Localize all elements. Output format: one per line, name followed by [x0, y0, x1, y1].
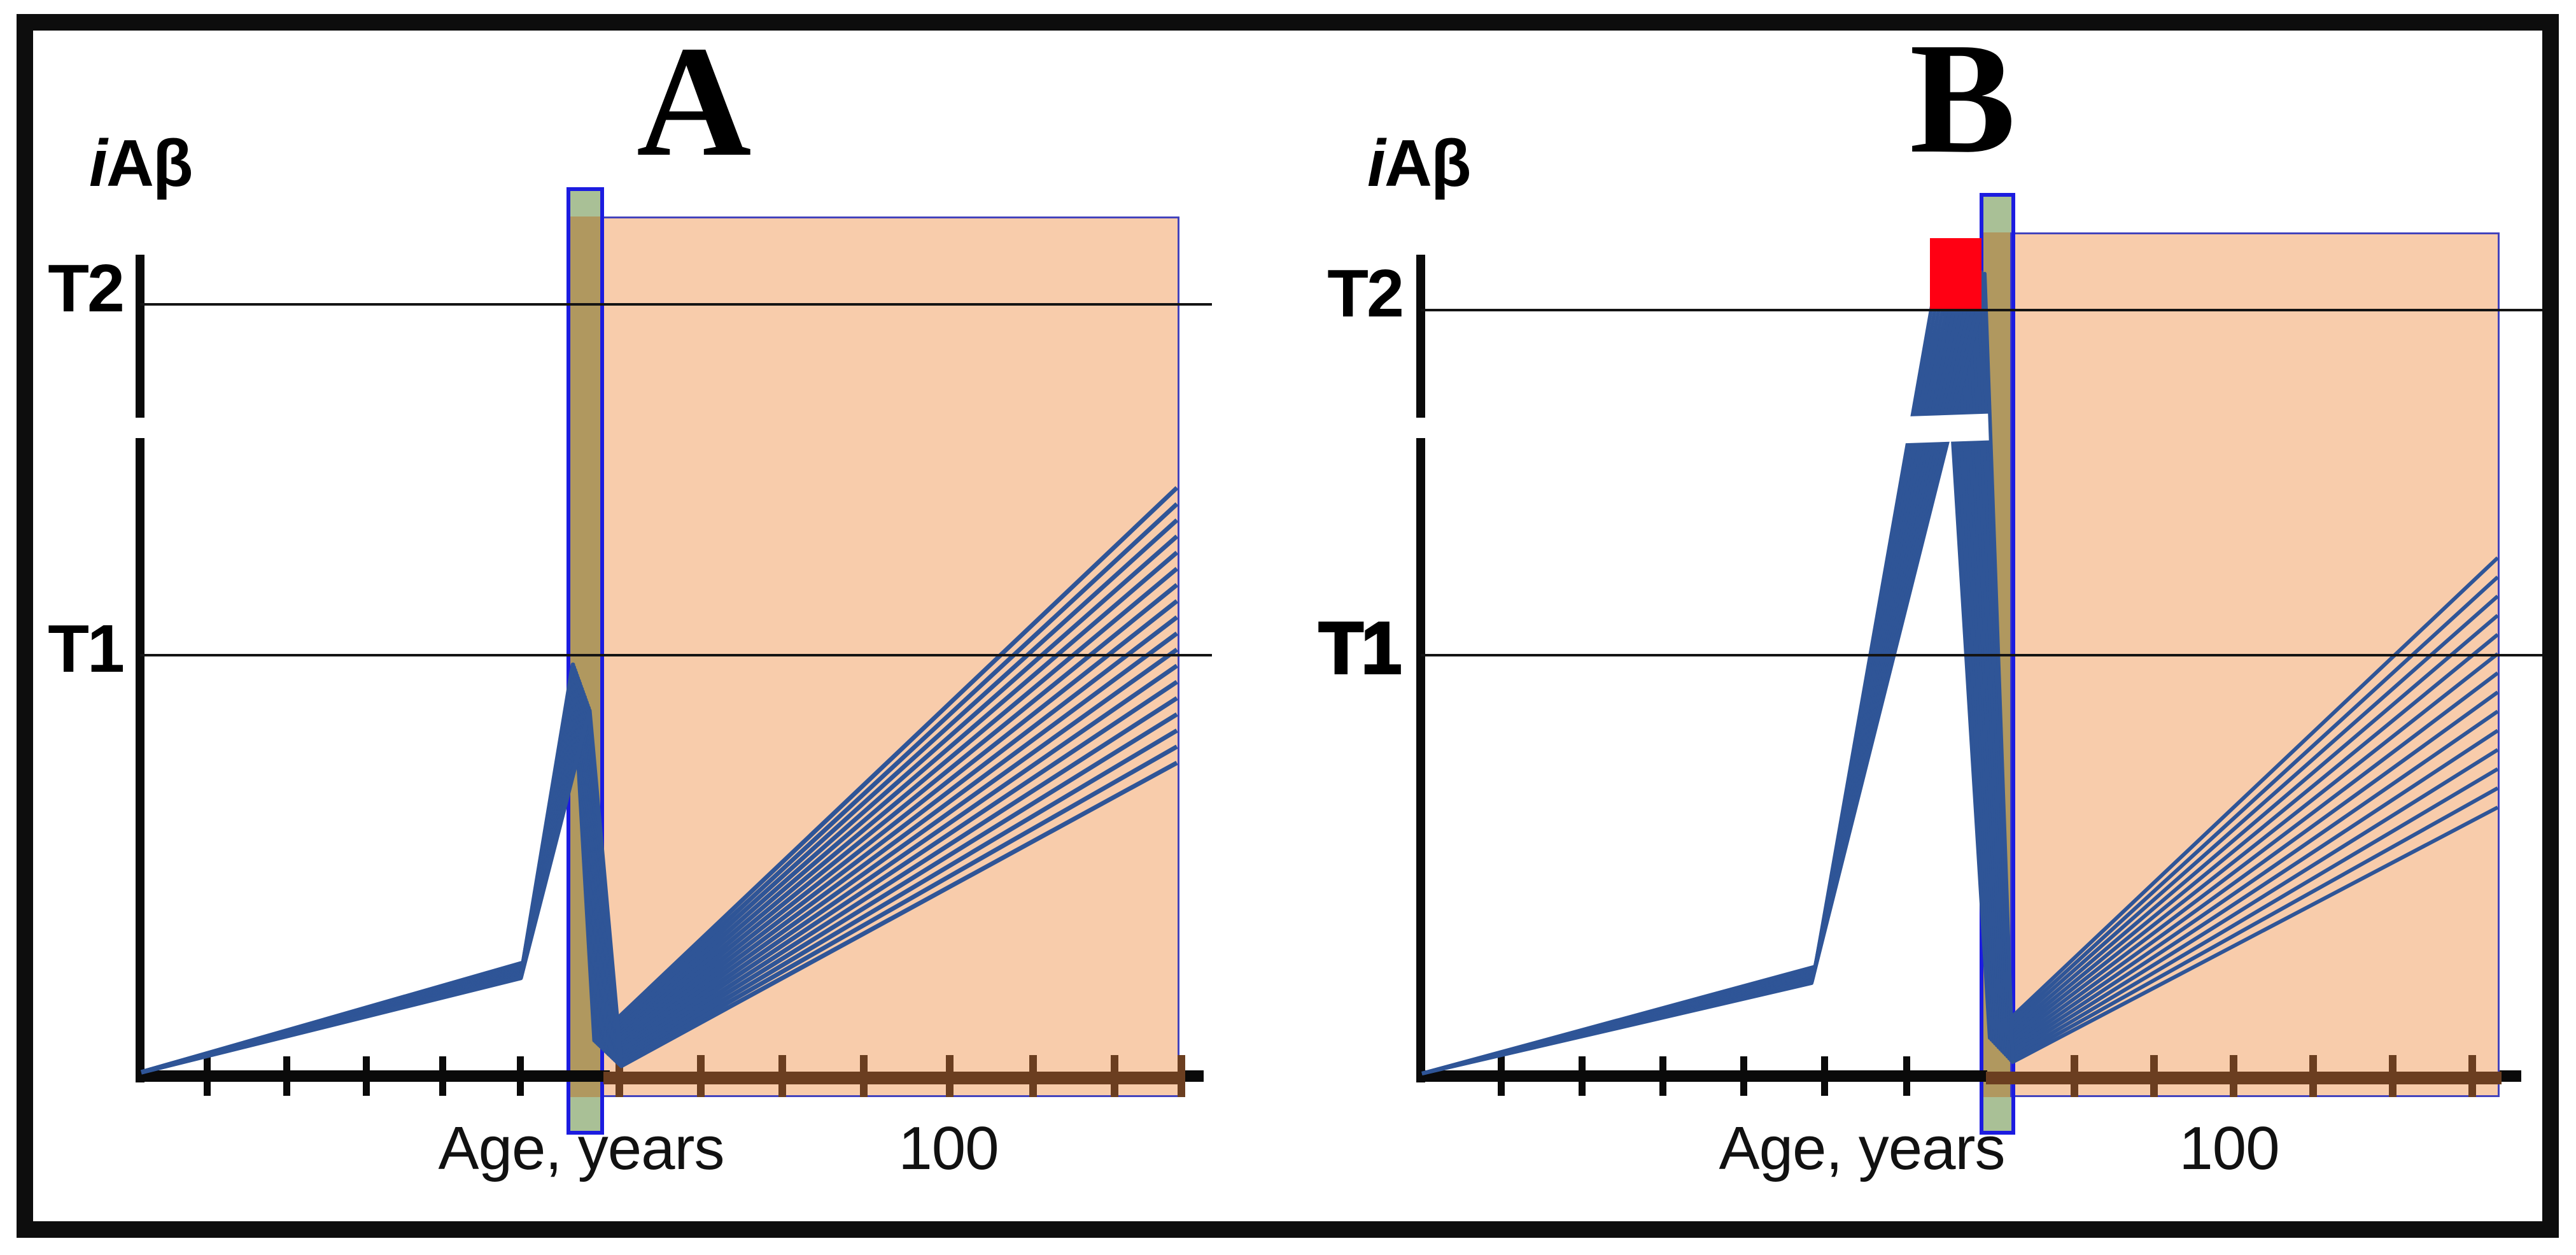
- panel-a-x-axis: [136, 1070, 610, 1082]
- x-axis-tick-b: [2389, 1055, 2397, 1097]
- x-axis-tick-b: [1821, 1056, 1828, 1096]
- trajectory-line-a-17: [141, 708, 1178, 1075]
- x-axis-tick-a: [1111, 1055, 1118, 1097]
- x-axis-tick-a: [204, 1056, 211, 1096]
- panel-a-treatment-period-shade: [576, 216, 1179, 1097]
- panel-b-x-axis-treated-segment: [1986, 1072, 2502, 1084]
- x-axis-tick-a: [1178, 1055, 1185, 1097]
- x-axis-tick-a: [439, 1056, 446, 1096]
- panel-a-x-axis-label: Age, years: [438, 1114, 725, 1182]
- panel-b-threshold-t2-label: T2: [1327, 256, 1404, 331]
- x-axis-tick-b: [1498, 1056, 1505, 1096]
- x-axis-tick-b: [1740, 1056, 1747, 1096]
- x-axis-tick-b: [1579, 1056, 1586, 1096]
- x-axis-tick-b: [2150, 1055, 2158, 1097]
- panel-a-threshold-t2-label: T2: [48, 251, 125, 326]
- panel-b-y-axis-upper-segment: [1416, 255, 1425, 418]
- panel-b-x-tick-100-label: 100: [2179, 1114, 2279, 1182]
- trajectory-line-a-3: [141, 534, 1179, 1075]
- x-axis-tick-b: [2230, 1055, 2237, 1097]
- panel-b-intervention-bar-top-cap: [1983, 195, 2011, 232]
- x-axis-tick-a: [778, 1055, 786, 1097]
- panel-a-intervention-bar-top-cap: [570, 190, 600, 216]
- panel-b-treatment-period-shade: [1988, 232, 2500, 1097]
- panel-a-y-axis-upper-segment: [136, 255, 144, 418]
- panel-b-title: B: [1910, 10, 2016, 187]
- x-axis-tick-a: [697, 1055, 705, 1097]
- x-axis-tick-b: [1659, 1056, 1666, 1096]
- x-axis-tick-b: [2071, 1055, 2078, 1097]
- panel-b-y-label-italic-i: i: [1367, 127, 1386, 201]
- panel-b-x-axis-label: Age, years: [1719, 1114, 2006, 1182]
- panel-a-intervention-bar-bottom-tail: [570, 1097, 600, 1131]
- panel-b-x-axis-right-stub: [2500, 1070, 2521, 1082]
- panel-a-x-axis-treated-segment: [603, 1072, 1181, 1084]
- panel-a-x-axis-right-stub: [1179, 1070, 1204, 1082]
- panel-b-intervention-bar-bottom-tail: [1983, 1097, 2011, 1131]
- panel-a-y-label-abeta: Aβ: [106, 127, 194, 201]
- panel-b-threshold-t1-label: T1: [1318, 608, 1403, 689]
- panel-a-y-label-italic-i: i: [89, 127, 108, 201]
- panel-a-threshold-t1-label: T1: [48, 611, 125, 686]
- panel-b-t2-line: [1421, 309, 2551, 311]
- panel-a-y-axis-lower-segment: [136, 438, 144, 1082]
- x-axis-tick-a: [363, 1056, 370, 1096]
- panel-a-intervention-bar-outline: [567, 187, 604, 1135]
- x-axis-tick-a: [517, 1056, 524, 1096]
- x-axis-tick-a: [860, 1055, 868, 1097]
- x-axis-tick-a: [1029, 1055, 1037, 1097]
- panel-a-title: A: [637, 13, 752, 190]
- panel-a-x-tick-100-label: 100: [898, 1114, 999, 1182]
- panel-a-y-axis-unit-label: iAβ: [89, 131, 193, 197]
- panel-b-axis-break-band: [1900, 413, 1989, 444]
- panel-b-above-t2-red-marker: [1930, 238, 1981, 309]
- x-axis-tick-b: [2309, 1055, 2317, 1097]
- x-axis-tick-b: [1903, 1056, 1910, 1096]
- panel-b-y-axis-lower-segment: [1416, 438, 1425, 1082]
- panel-a-t1-line: [140, 654, 1212, 656]
- panel-b-t1-line: [1421, 654, 2551, 656]
- panel-b-x-axis: [1416, 1070, 1987, 1082]
- x-axis-tick-a: [283, 1056, 290, 1096]
- x-axis-tick-b: [2468, 1055, 2476, 1097]
- panel-b-y-axis-unit-label: iAβ: [1367, 131, 1471, 197]
- trajectory-line-b-13: [1421, 272, 2499, 1075]
- panel-a-t2-line: [140, 303, 1212, 306]
- x-axis-tick-a: [946, 1055, 954, 1097]
- panel-b-y-label-abeta: Aβ: [1384, 127, 1472, 201]
